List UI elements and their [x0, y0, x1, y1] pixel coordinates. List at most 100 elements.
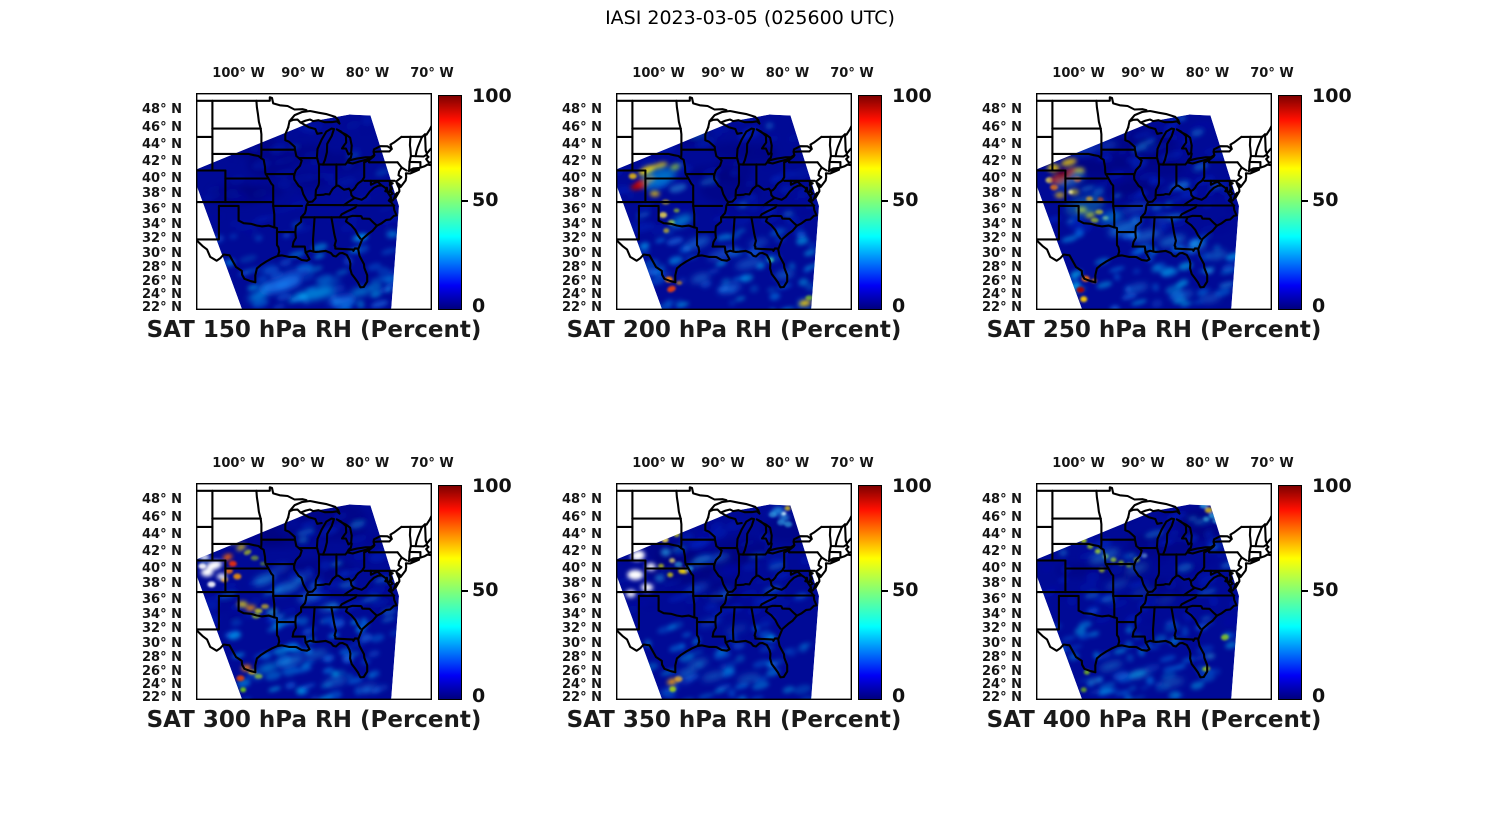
- lat-tick-label: 42° N: [562, 154, 602, 170]
- colorbar-label-max: 100: [472, 85, 512, 107]
- lat-tick-label: 38° N: [982, 186, 1022, 202]
- colorbar-label-mid: 50: [1312, 579, 1339, 601]
- lon-tick-label: 80° W: [765, 66, 810, 81]
- lat-tick-label: 30° N: [562, 245, 602, 261]
- lat-tick-label: 42° N: [142, 544, 182, 560]
- lat-tick-label: 28° N: [982, 259, 1022, 275]
- lat-tick-label: 44° N: [142, 137, 182, 153]
- lat-tick-label: 24° N: [142, 677, 182, 693]
- colorbar-tick-50: [882, 200, 888, 202]
- us-state-borders: [196, 486, 432, 679]
- panel-title-sat-300: SAT 300 hPa RH (Percent): [146, 707, 482, 733]
- colorbar: [858, 95, 882, 310]
- lat-tick-label: 24° N: [142, 287, 182, 303]
- lat-tick-label: 26° N: [562, 663, 602, 679]
- lat-tick-label: 34° N: [982, 606, 1022, 622]
- panel-sat-350: 100° W 90° W 80° W 70° W 48° N 46° N 44° N 42° …: [562, 456, 932, 733]
- lon-tick-label: 100° W: [212, 456, 265, 471]
- colorbar-label-max: 100: [892, 85, 932, 107]
- lat-tick-label: 44° N: [982, 527, 1022, 543]
- lat-tick-label: 44° N: [562, 137, 602, 153]
- panel-title-sat-200: SAT 200 hPa RH (Percent): [566, 317, 902, 343]
- lon-tick-label: 80° W: [1185, 66, 1230, 81]
- lat-tick-label: 42° N: [982, 154, 1022, 170]
- colorbar-label-min: 0: [1312, 295, 1326, 317]
- lat-tick-label: 32° N: [142, 621, 182, 637]
- colorbar-label-min: 0: [892, 685, 906, 707]
- lon-tick-label: 70° W: [830, 66, 874, 81]
- colorbar-label-max: 100: [472, 475, 512, 497]
- map-sat-400: [1036, 483, 1272, 700]
- map-sat-150: [196, 93, 432, 310]
- map-sat-350: [616, 483, 852, 700]
- lat-tick-label: 32° N: [142, 231, 182, 247]
- colorbar-tick-50: [1302, 590, 1308, 592]
- colorbar-tick-50: [462, 200, 468, 202]
- colorbar: [1278, 485, 1302, 700]
- lon-tick-label: 100° W: [632, 66, 685, 81]
- colorbar-label-mid: 50: [892, 189, 919, 211]
- lat-tick-label: 48° N: [982, 492, 1022, 508]
- lon-tick-label: 70° W: [1250, 456, 1294, 471]
- swath-data-layer: [1036, 114, 1239, 310]
- colorbar: [1278, 95, 1302, 310]
- lat-tick-label: 40° N: [562, 560, 602, 576]
- colorbar-label-mid: 50: [472, 189, 499, 211]
- colorbar-label-max: 100: [1312, 85, 1352, 107]
- lat-tick-label: 22° N: [142, 300, 182, 316]
- lat-tick-label: 40° N: [982, 560, 1022, 576]
- map-sat-300: [196, 483, 432, 700]
- lat-tick-label: 48° N: [142, 492, 182, 508]
- lat-tick-label: 44° N: [142, 527, 182, 543]
- lat-tick-label: 44° N: [562, 527, 602, 543]
- lat-tick-label: 38° N: [142, 186, 182, 202]
- lat-tick-label: 36° N: [142, 591, 182, 607]
- lat-tick-label: 46° N: [982, 120, 1022, 136]
- panel-sat-400: 100° W 90° W 80° W 70° W 48° N 46° N 44° N 42° …: [982, 456, 1352, 733]
- colorbar-label-max: 100: [892, 475, 932, 497]
- colorbar-label-min: 0: [472, 685, 486, 707]
- lat-tick-label: 30° N: [562, 635, 602, 651]
- lon-tick-label: 90° W: [1121, 456, 1165, 471]
- panel-sat-300: 100° W 90° W 80° W 70° W 48° N 46° N 44° N 42° …: [142, 456, 512, 733]
- lat-tick-label: 46° N: [142, 120, 182, 136]
- lon-tick-label: 100° W: [632, 456, 685, 471]
- lat-tick-label: 48° N: [982, 102, 1022, 118]
- lat-tick-label: 42° N: [562, 544, 602, 560]
- colorbar: [438, 485, 462, 700]
- lon-tick-label: 90° W: [1121, 66, 1165, 81]
- lon-tick-label: 90° W: [701, 66, 745, 81]
- panel-title-sat-350: SAT 350 hPa RH (Percent): [566, 707, 902, 733]
- panel-sat-150: 100° W 90° W 80° W 70° W 48° N 46° N 44° N 42° …: [142, 66, 512, 343]
- lon-tick-label: 90° W: [281, 456, 325, 471]
- panel-title-sat-150: SAT 150 hPa RH (Percent): [146, 317, 482, 343]
- lat-tick-label: 26° N: [562, 273, 602, 289]
- map-sat-250: [1036, 93, 1272, 310]
- swath-data-layer: [196, 114, 399, 310]
- lat-tick-label: 36° N: [562, 591, 602, 607]
- lon-tick-label: 80° W: [345, 66, 390, 81]
- us-state-borders: [616, 96, 852, 289]
- swath-data-layer: [616, 504, 819, 700]
- colorbar-label-mid: 50: [892, 579, 919, 601]
- us-state-borders: [196, 96, 432, 289]
- lat-tick-label: 30° N: [982, 245, 1022, 261]
- colorbar-label-mid: 50: [472, 579, 499, 601]
- panel-title-sat-250: SAT 250 hPa RH (Percent): [986, 317, 1322, 343]
- colorbar-label-min: 0: [472, 295, 486, 317]
- lon-tick-label: 70° W: [1250, 66, 1294, 81]
- lat-tick-label: 38° N: [142, 576, 182, 592]
- colorbar-label-min: 0: [1312, 685, 1326, 707]
- lat-tick-label: 32° N: [982, 231, 1022, 247]
- us-state-borders: [1036, 96, 1272, 289]
- lat-tick-label: 26° N: [982, 273, 1022, 289]
- colorbar: [438, 95, 462, 310]
- lat-tick-label: 46° N: [562, 120, 602, 136]
- lat-tick-label: 42° N: [982, 544, 1022, 560]
- lat-tick-label: 40° N: [982, 170, 1022, 186]
- colorbar-tick-50: [1302, 200, 1308, 202]
- lon-tick-label: 70° W: [410, 456, 454, 471]
- lat-tick-label: 36° N: [562, 201, 602, 217]
- lat-tick-label: 38° N: [562, 186, 602, 202]
